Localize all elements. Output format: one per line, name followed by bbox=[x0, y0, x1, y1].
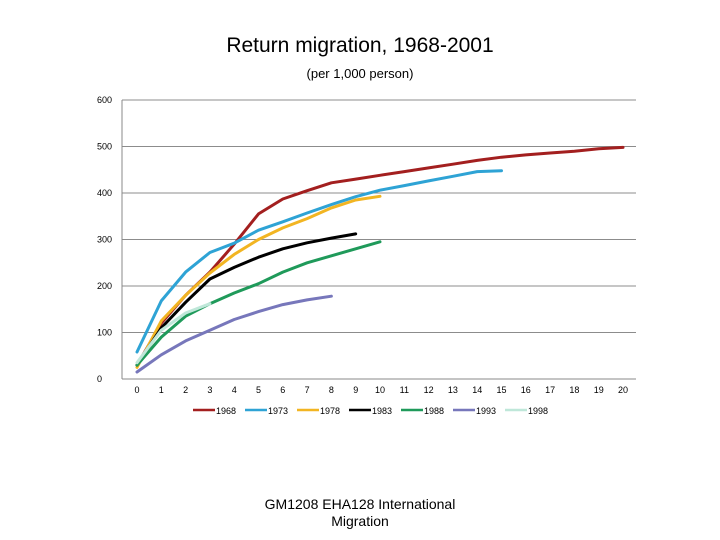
x-tick-label: 11 bbox=[400, 385, 409, 395]
x-tick-label: 7 bbox=[305, 385, 310, 395]
x-tick-label: 17 bbox=[545, 385, 555, 395]
y-tick-label: 0 bbox=[97, 374, 102, 384]
x-tick-label: 8 bbox=[329, 385, 334, 395]
x-tick-label: 0 bbox=[134, 385, 139, 395]
series-line-1993 bbox=[135, 294, 333, 374]
chart-subtitle: (per 1,000 person) bbox=[306, 66, 414, 81]
y-tick-label: 100 bbox=[97, 328, 112, 338]
series-line-1978 bbox=[135, 194, 382, 369]
legend-label: 1988 bbox=[424, 406, 444, 416]
x-tick-label: 20 bbox=[618, 385, 628, 395]
x-tick-label: 15 bbox=[496, 385, 506, 395]
y-tick-label: 200 bbox=[97, 281, 112, 291]
legend-label: 1973 bbox=[268, 406, 288, 416]
x-tick-label: 12 bbox=[424, 385, 434, 395]
legend-label: 1968 bbox=[216, 406, 236, 416]
gridlines bbox=[122, 99, 636, 380]
x-tick-label: 2 bbox=[183, 385, 188, 395]
legend-label: 1998 bbox=[528, 406, 548, 416]
footer-text: GM1208 EHA128 International Migration bbox=[250, 496, 470, 530]
y-tick-label: 500 bbox=[97, 142, 112, 152]
y-tick-label: 400 bbox=[97, 188, 112, 198]
series-line-1968 bbox=[135, 145, 625, 367]
x-tick-label: 18 bbox=[569, 385, 579, 395]
y-tick-label: 300 bbox=[97, 235, 112, 245]
series-line-1998 bbox=[135, 302, 212, 365]
x-tick-label: 4 bbox=[232, 385, 237, 395]
x-tick-label: 9 bbox=[353, 385, 358, 395]
x-tick-label: 14 bbox=[472, 385, 482, 395]
x-tick-label: 13 bbox=[448, 385, 458, 395]
series-line-1983 bbox=[135, 232, 358, 367]
legend-label: 1993 bbox=[476, 406, 496, 416]
footer-line-1: GM1208 EHA128 International bbox=[264, 496, 456, 512]
legend-label: 1983 bbox=[372, 406, 392, 416]
chart-title: Return migration, 1968-2001 bbox=[226, 34, 494, 57]
x-tick-label: 16 bbox=[521, 385, 531, 395]
footer-line-2: Migration bbox=[331, 513, 389, 529]
legend-label: 1978 bbox=[320, 406, 340, 416]
x-tick-label: 19 bbox=[594, 385, 604, 395]
x-tick-label: 3 bbox=[207, 385, 212, 395]
series-line-1988 bbox=[135, 240, 382, 367]
legend: 1968 1973 1978 1983 1988 1993 1998 bbox=[193, 406, 548, 416]
x-tick-label: 1 bbox=[159, 385, 164, 395]
series-lines bbox=[135, 145, 625, 374]
x-tick-label: 6 bbox=[280, 385, 285, 395]
x-tick-label: 5 bbox=[256, 385, 261, 395]
series-line-1973 bbox=[135, 169, 503, 354]
y-tick-label: 600 bbox=[97, 95, 112, 105]
x-tick-label: 10 bbox=[375, 385, 385, 395]
